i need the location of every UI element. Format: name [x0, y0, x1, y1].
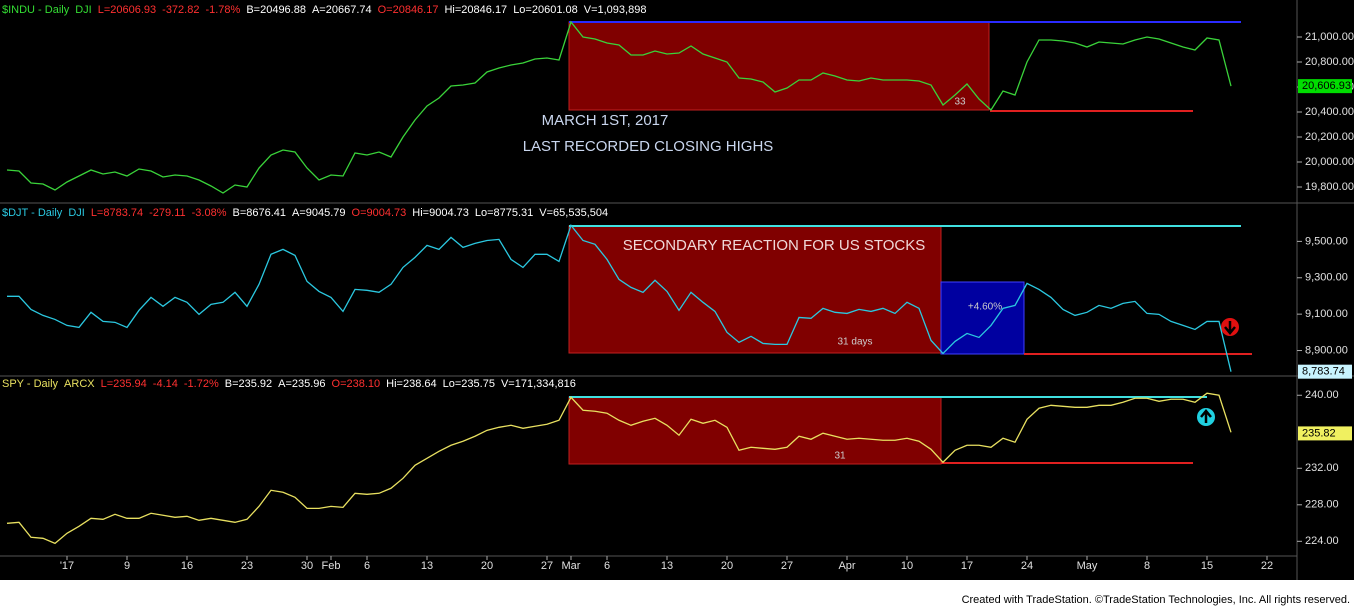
header-item: ARCX	[64, 378, 95, 390]
annotation: LAST RECORDED CLOSING HIGHS	[523, 138, 774, 155]
price-line	[6, 20, 1232, 194]
last-price-label: 8,783.74	[1302, 366, 1345, 378]
range-box	[568, 396, 942, 465]
price-line	[6, 392, 1232, 545]
header-item: B=8676.41	[232, 207, 286, 219]
header-item: B=20496.88	[246, 4, 306, 16]
x-tick-label: '17	[60, 560, 74, 572]
annotation: SECONDARY REACTION FOR US STOCKS	[623, 237, 926, 254]
annotation: 33	[954, 97, 966, 108]
x-tick-label: 13	[661, 560, 673, 572]
header-item: DJI	[75, 4, 92, 16]
y-tick-label: 240.00	[1305, 389, 1339, 401]
header-item: V=171,334,816	[501, 378, 576, 390]
header-item: -3.08%	[192, 207, 227, 219]
price-line	[7, 224, 1232, 372]
y-tick-label: 20,000.00	[1305, 156, 1354, 168]
header-item: O=238.10	[332, 378, 381, 390]
panel-header: SPY - Daily ARCX L=235.94 -4.14 -1.72% B=235.…	[2, 378, 576, 390]
y-tick-label: 224.00	[1305, 535, 1339, 547]
y-tick-label: 9,500.00	[1305, 235, 1348, 247]
y-tick-label: 9,100.00	[1305, 308, 1348, 320]
x-tick-label: 27	[541, 560, 553, 572]
last-price-label: 20,606.93	[1302, 80, 1351, 92]
down-arrow-marker	[1221, 318, 1239, 336]
x-tick-label: Apr	[838, 560, 855, 572]
y-tick-label: 20,200.00	[1305, 131, 1354, 143]
header-item: L=235.94	[101, 378, 147, 390]
annotation: +4.60%	[968, 302, 1002, 313]
header-item: -1.78%	[205, 4, 240, 16]
last-price-box	[1298, 79, 1352, 94]
y-tick-label: 20,800.00	[1305, 56, 1354, 68]
x-tick-label: 20	[481, 560, 493, 572]
last-price-label: 235.82	[1302, 427, 1336, 439]
y-tick-label: 8,900.00	[1305, 344, 1348, 356]
header-item: O=9004.73	[352, 207, 407, 219]
x-tick-label: 20	[721, 560, 733, 572]
header-item: L=20606.93	[98, 4, 156, 16]
header-item: Hi=9004.73	[412, 207, 469, 219]
x-tick-label: 13	[421, 560, 433, 572]
header-item: SPY - Daily	[2, 378, 59, 390]
header-item: V=65,535,504	[539, 207, 608, 219]
x-tick-label: 10	[901, 560, 913, 572]
header-item: -1.72%	[184, 378, 219, 390]
header-item: Hi=20846.17	[444, 4, 507, 16]
x-tick-label: 9	[124, 560, 130, 572]
annotation: 31 days	[837, 337, 872, 348]
footer-background	[0, 580, 1354, 607]
x-tick-label: 8	[1144, 560, 1150, 572]
footer: Created with TradeStation. ©TradeStation…	[962, 594, 1350, 606]
y-tick-label: 232.00	[1305, 462, 1339, 474]
x-tick-label: 6	[604, 560, 610, 572]
header-item: B=235.92	[225, 378, 272, 390]
x-tick-label: Feb	[322, 560, 341, 572]
y-tick-label: 20,400.00	[1305, 106, 1354, 118]
y-tick-label: 9,300.00	[1305, 272, 1348, 284]
header-item: Lo=235.75	[443, 378, 495, 390]
header-item: $INDU - Daily	[2, 4, 70, 16]
panel-header: $DJT - Daily DJI L=8783.74 -279.11 -3.08% B=8…	[2, 207, 608, 219]
header-item: Lo=20601.08	[513, 4, 578, 16]
header-item: A=20667.74	[312, 4, 372, 16]
header-item: A=9045.79	[292, 207, 346, 219]
header-item: $DJT - Daily	[2, 207, 63, 219]
header-item: -279.11	[149, 207, 186, 219]
last-price-box	[1298, 364, 1352, 379]
x-tick-label: May	[1077, 560, 1098, 572]
x-tick-label: 17	[961, 560, 973, 572]
header-item: V=1,093,898	[584, 4, 647, 16]
x-tick-label: 6	[364, 560, 370, 572]
header-item: L=8783.74	[91, 207, 143, 219]
header-item: -372.82	[162, 4, 199, 16]
up-arrow-marker	[1197, 408, 1215, 426]
annotation: 31	[834, 451, 846, 462]
y-tick-label: 19,800.00	[1305, 181, 1354, 193]
annotation: MARCH 1ST, 2017	[542, 112, 669, 129]
header-item: -4.14	[153, 378, 178, 390]
x-tick-label: 23	[241, 560, 253, 572]
y-tick-label: 21,000.00	[1305, 31, 1354, 43]
x-tick-label: 24	[1021, 560, 1033, 572]
y-tick-label: 228.00	[1305, 499, 1339, 511]
x-tick-label: 27	[781, 560, 793, 572]
header-item: A=235.96	[278, 378, 325, 390]
x-tick-label: 30	[301, 560, 313, 572]
header-item: DJI	[68, 207, 85, 219]
header-item: Lo=8775.31	[475, 207, 533, 219]
x-tick-label: 16	[181, 560, 193, 572]
panel-header: $INDU - Daily DJI L=20606.93 -372.82 -1.78% B…	[2, 4, 646, 16]
header-item: Hi=238.64	[386, 378, 436, 390]
x-tick-label: 15	[1201, 560, 1213, 572]
x-tick-label: 22	[1261, 560, 1273, 572]
range-box	[568, 21, 990, 111]
last-price-box	[1298, 426, 1352, 441]
header-item: O=20846.17	[378, 4, 439, 16]
x-tick-label: Mar	[562, 560, 581, 572]
